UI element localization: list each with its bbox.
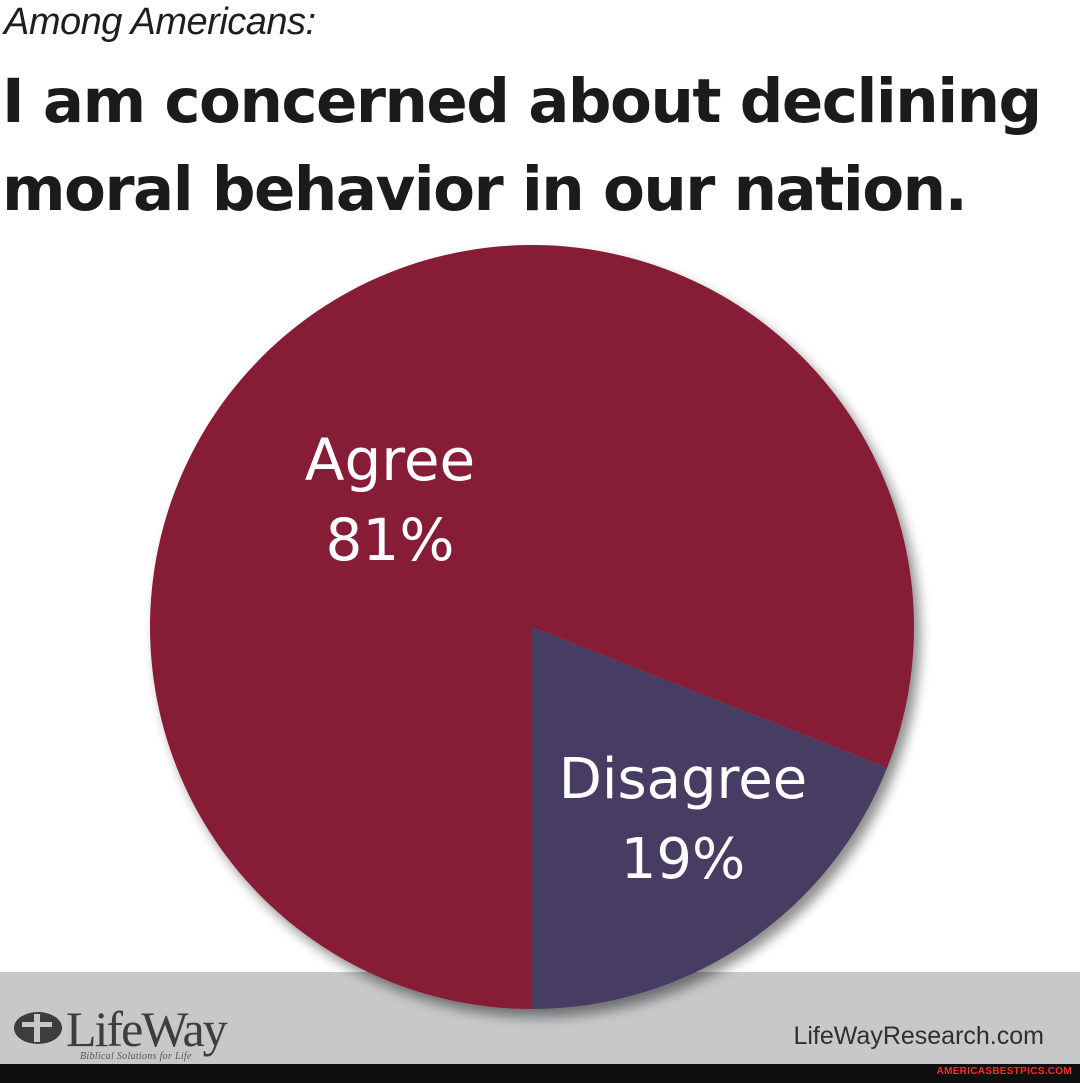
watermark-strip <box>0 1064 1080 1083</box>
watermark-text: AMERICASBESTPICS.COM <box>936 1066 1072 1077</box>
slice-value-disagree: 19% <box>621 827 745 892</box>
lifeway-logo-icon <box>14 1012 62 1044</box>
chart-title: I am concerned about declining moral beh… <box>2 58 1078 234</box>
pie-slice-disagree <box>532 627 888 1009</box>
slice-label-disagree: Disagree <box>559 747 807 812</box>
logo-wordmark: LifeWay <box>66 1001 228 1057</box>
lifeway-logo: LifeWay Biblical Solutions for Life <box>12 1001 252 1064</box>
slice-label-agree: Agree <box>305 426 475 494</box>
chart-kicker: Among Americans: <box>4 1 316 43</box>
chart-title-line-2: moral behavior in our nation. <box>2 154 968 225</box>
chart-title-line-1: I am concerned about declining <box>2 66 1042 137</box>
slice-value-agree: 81% <box>326 506 455 574</box>
site-url[interactable]: LifeWayResearch.com <box>793 1022 1044 1050</box>
logo-tagline: Biblical Solutions for Life <box>80 1051 192 1062</box>
